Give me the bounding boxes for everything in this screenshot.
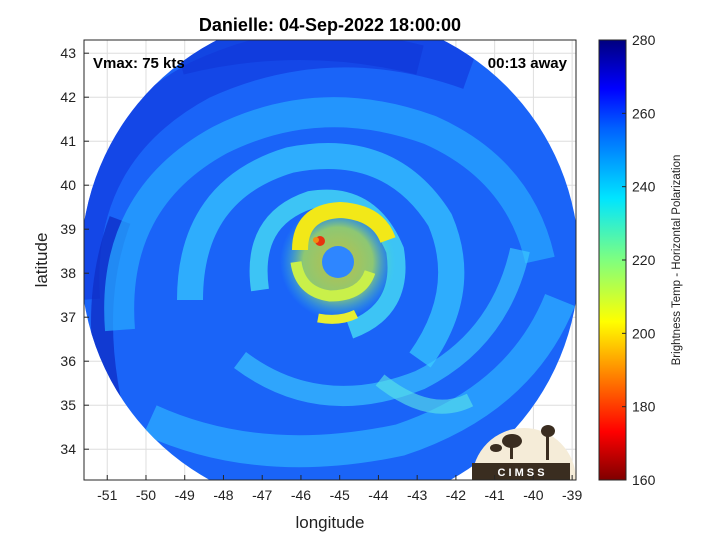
cimss-logo: C I M S S bbox=[472, 425, 576, 480]
x-tick-label: -51 bbox=[97, 487, 117, 503]
colorbar-label: Brightness Temp - Horizontal Polarizatio… bbox=[671, 155, 683, 366]
microwave-swath bbox=[84, 40, 576, 480]
time-away-label: 00:13 away bbox=[488, 55, 568, 72]
y-tick-label: 39 bbox=[60, 221, 76, 237]
colorbar-ticks: 160 180 200 220 240 260 280 bbox=[622, 32, 656, 488]
x-tick-label: -46 bbox=[291, 487, 311, 503]
colorbar bbox=[599, 40, 626, 480]
y-tick-label: 37 bbox=[60, 309, 76, 325]
x-tick-label: -41 bbox=[485, 487, 505, 503]
y-tick-label: 40 bbox=[60, 177, 76, 193]
y-tick-label: 35 bbox=[60, 397, 76, 413]
x-tick-label: -49 bbox=[175, 487, 195, 503]
x-tick-label: -50 bbox=[136, 487, 156, 503]
x-tick-label: -48 bbox=[213, 487, 233, 503]
y-tick-label: 34 bbox=[60, 441, 76, 457]
colorbar-tick-label: 280 bbox=[632, 32, 656, 48]
colorbar-tick-label: 160 bbox=[632, 472, 656, 488]
colorbar-tick-label: 200 bbox=[632, 325, 656, 341]
y-tick-label: 43 bbox=[60, 45, 76, 61]
x-axis-label: longitude bbox=[295, 513, 364, 532]
y-tick-label: 41 bbox=[60, 133, 76, 149]
y-tick-label: 38 bbox=[60, 265, 76, 281]
x-tick-label: -45 bbox=[330, 487, 350, 503]
x-tick-label: -47 bbox=[252, 487, 272, 503]
y-axis-label: latitude bbox=[32, 233, 51, 288]
vmax-label: Vmax: 75 kts bbox=[93, 55, 185, 72]
cimss-logo-text: C I M S S bbox=[497, 467, 544, 479]
axis-ticks: -51 -50 -49 -48 -47 -46 -45 -44 -43 -42 -41 -40 -39 3… bbox=[60, 45, 582, 503]
x-tick-label: -40 bbox=[523, 487, 543, 503]
colorbar-tick-label: 180 bbox=[632, 399, 656, 415]
y-tick-label: 42 bbox=[60, 89, 76, 105]
x-tick-label: -44 bbox=[368, 487, 388, 503]
x-tick-label: -39 bbox=[562, 487, 582, 503]
axes-frame bbox=[83, 39, 577, 481]
colorbar-tick-label: 240 bbox=[632, 179, 656, 195]
chart-title: Danielle: 04-Sep-2022 18:00:00 bbox=[199, 15, 461, 35]
colorbar-tick-label: 260 bbox=[632, 105, 656, 121]
y-tick-label: 36 bbox=[60, 353, 76, 369]
colorbar-tick-label: 220 bbox=[632, 252, 656, 268]
x-tick-label: -43 bbox=[407, 487, 427, 503]
x-tick-label: -42 bbox=[446, 487, 466, 503]
